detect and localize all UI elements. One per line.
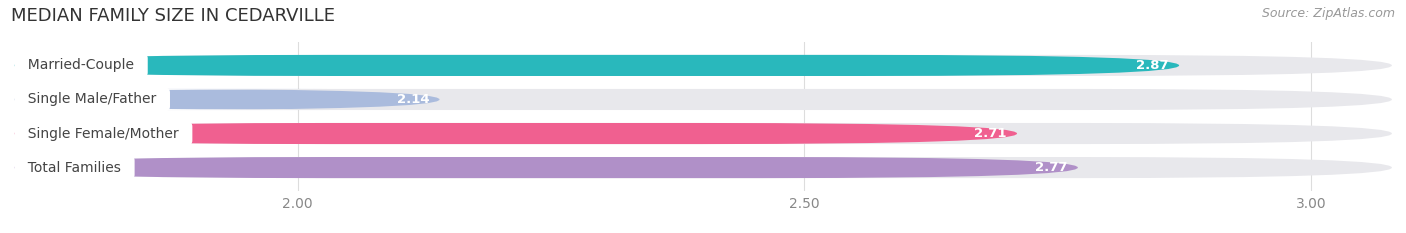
- FancyBboxPatch shape: [14, 55, 1180, 76]
- FancyBboxPatch shape: [14, 157, 1078, 178]
- Text: 2.87: 2.87: [1136, 59, 1168, 72]
- Text: 2.77: 2.77: [1035, 161, 1067, 174]
- Text: Single Male/Father: Single Male/Father: [20, 93, 165, 106]
- FancyBboxPatch shape: [14, 157, 1392, 178]
- FancyBboxPatch shape: [14, 123, 1017, 144]
- Text: MEDIAN FAMILY SIZE IN CEDARVILLE: MEDIAN FAMILY SIZE IN CEDARVILLE: [11, 7, 335, 25]
- FancyBboxPatch shape: [14, 123, 1392, 144]
- FancyBboxPatch shape: [14, 55, 1392, 76]
- Text: 2.14: 2.14: [396, 93, 429, 106]
- FancyBboxPatch shape: [14, 89, 440, 110]
- Text: 2.71: 2.71: [974, 127, 1007, 140]
- Text: Married-Couple: Married-Couple: [20, 58, 143, 72]
- Text: Total Families: Total Families: [20, 161, 129, 175]
- Text: Single Female/Mother: Single Female/Mother: [20, 127, 187, 140]
- FancyBboxPatch shape: [14, 89, 1392, 110]
- Text: Source: ZipAtlas.com: Source: ZipAtlas.com: [1261, 7, 1395, 20]
